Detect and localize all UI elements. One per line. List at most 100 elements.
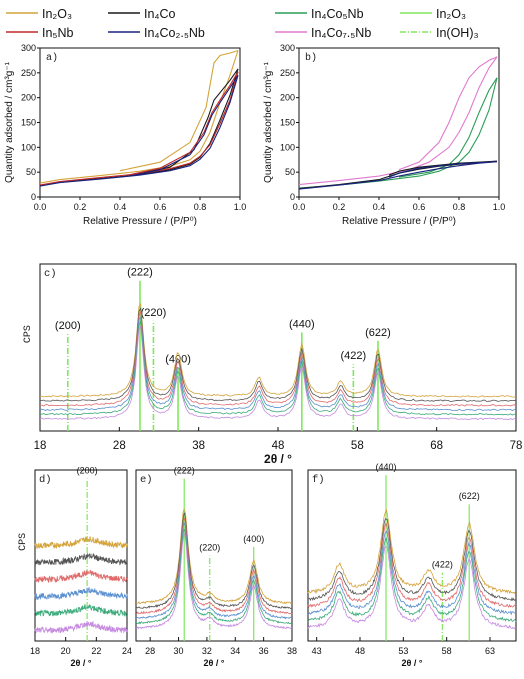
series-In5Nb-adsorption — [39, 71, 239, 186]
xrd-trace-6 — [34, 620, 128, 634]
x-tick-label: 53 — [398, 646, 408, 656]
x-tick-label: 20 — [61, 646, 71, 656]
xrd-trace-2 — [34, 552, 128, 567]
xrd-trace-4 — [307, 530, 517, 616]
x-tick-label: 0.8 — [194, 202, 207, 212]
isotherm-panel: b) 0.0 0.2 0.4 0.6 0.8 1.0 0 50 100 150 200 250 300 Re… — [263, 43, 505, 227]
reference-label: (440) — [289, 318, 315, 330]
plot-frame — [307, 469, 517, 642]
xrd-trace-3 — [34, 569, 128, 584]
xrd-trace-1 — [135, 509, 293, 605]
x-tick-label: 22 — [91, 646, 101, 656]
x-axis-label: 2θ / ° — [204, 658, 225, 668]
x-tick-label: 18 — [34, 440, 47, 452]
panel-label: d) — [39, 474, 52, 486]
reference-label: (200) — [55, 320, 81, 332]
legend-label: In₅Nb — [42, 26, 73, 40]
x-tick-label: 0.6 — [154, 202, 167, 212]
y-tick-label: 50 — [285, 167, 295, 177]
xrd-trace-1 — [307, 508, 517, 595]
x-tick-label: 1.0 — [234, 202, 247, 212]
xrd-trace-1 — [39, 302, 517, 398]
legend-label: In₂O₃ — [436, 7, 466, 21]
xrd-trace-3 — [39, 310, 517, 407]
y-axis-label: Quantity adsorbed / cm³g⁻¹ — [263, 61, 274, 183]
x-tick-label: 28 — [145, 646, 155, 656]
panel-label: f) — [312, 474, 325, 486]
xrd-trace-5 — [135, 528, 293, 625]
x-tick-label: 0.2 — [333, 202, 346, 212]
xrd-panel: e) 28 30 32 34 36 38 2θ / ° (222) (220) (400) — [135, 466, 297, 668]
x-tick-label: 38 — [192, 440, 205, 452]
reference-label: (622) — [459, 491, 480, 501]
series-In4Co-adsorption — [298, 160, 498, 190]
xrd-trace-2 — [135, 512, 293, 610]
xrd-trace-5 — [39, 319, 517, 416]
x-tick-label: 0.4 — [373, 202, 386, 212]
xrd-trace-2 — [307, 517, 517, 602]
x-axis-label: 2θ / ° — [264, 452, 292, 466]
x-axis-label: 2θ / ° — [71, 658, 92, 668]
legend-label: In₄Co₂.₅Nb — [144, 26, 205, 40]
x-tick-label: 48 — [355, 646, 365, 656]
plot-frame — [298, 47, 500, 198]
xrd-panel: d) 18 20 22 24 2θ / ° CPS (200) — [18, 466, 132, 668]
series-In4Co-desorption — [129, 68, 239, 177]
x-tick-label: 32 — [202, 646, 212, 656]
xrd-trace-6 — [135, 533, 293, 630]
reference-label: (220) — [199, 543, 220, 553]
x-tick-label: 43 — [312, 646, 322, 656]
y-tick-label: 0 — [31, 192, 36, 202]
x-tick-label: 28 — [113, 440, 126, 452]
xrd-panel: f) 43 48 53 58 63 2θ / ° (440) (422) (622) — [307, 462, 517, 668]
x-tick-label: 30 — [174, 646, 184, 656]
panel-label: e) — [140, 474, 153, 486]
x-axis-label: 2θ / ° — [402, 658, 423, 668]
reference-label: (400) — [243, 534, 264, 544]
series-In4Co7.5Nb-adsorption — [298, 56, 498, 186]
xrd-trace-5 — [307, 537, 517, 622]
series-In4Co2.5Nb-desorption — [388, 161, 498, 178]
x-tick-label: 68 — [430, 440, 443, 452]
reference-label: (222) — [174, 466, 195, 476]
y-tick-label: 0 — [290, 192, 295, 202]
x-axis-label: Relative Pressure / (P/P⁰) — [342, 216, 456, 227]
reference-label: (622) — [365, 327, 391, 339]
x-tick-label: 36 — [259, 646, 269, 656]
y-tick-label: 150 — [21, 118, 36, 128]
plot-frame — [34, 469, 128, 642]
reference-label: (422) — [432, 560, 453, 570]
series-In4Co7.5Nb-desorption — [398, 56, 498, 171]
xrd-trace-3 — [135, 517, 293, 615]
reference-label: (222) — [127, 267, 153, 279]
x-tick-label: 0.4 — [114, 202, 127, 212]
xrd-trace-6 — [307, 546, 517, 629]
x-tick-label: 0.0 — [34, 202, 47, 212]
panel-label: b) — [305, 52, 317, 64]
y-tick-label: 100 — [21, 142, 36, 152]
series-In5Nb-desorption — [129, 71, 239, 176]
x-tick-label: 0.6 — [413, 202, 426, 212]
y-axis-label: CPS — [18, 533, 29, 551]
x-tick-label: 63 — [485, 646, 495, 656]
x-tick-label: 18 — [30, 646, 40, 656]
xrd-trace-2 — [39, 307, 517, 403]
y-tick-label: 300 — [280, 43, 295, 53]
legend-label: In(OH)₃ — [436, 26, 479, 40]
xrd-trace-3 — [307, 523, 517, 609]
legend-label: In₄Co₅Nb — [311, 7, 364, 21]
reference-label: (422) — [341, 350, 367, 362]
y-axis-label: Quantity adsorbed / cm³g⁻¹ — [4, 61, 15, 183]
y-tick-label: 300 — [21, 43, 36, 53]
reference-label: (440) — [375, 462, 396, 472]
series-In4Co2.5Nb-adsorption — [298, 161, 498, 190]
x-tick-label: 58 — [442, 646, 452, 656]
y-tick-label: 250 — [280, 68, 295, 78]
x-tick-label: 0.0 — [293, 202, 306, 212]
series-In4Co2.5Nb-desorption — [129, 75, 239, 177]
panel-label: a) — [46, 52, 58, 64]
x-tick-label: 38 — [287, 646, 297, 656]
x-tick-label: 0.2 — [74, 202, 87, 212]
x-tick-label: 78 — [510, 440, 523, 452]
